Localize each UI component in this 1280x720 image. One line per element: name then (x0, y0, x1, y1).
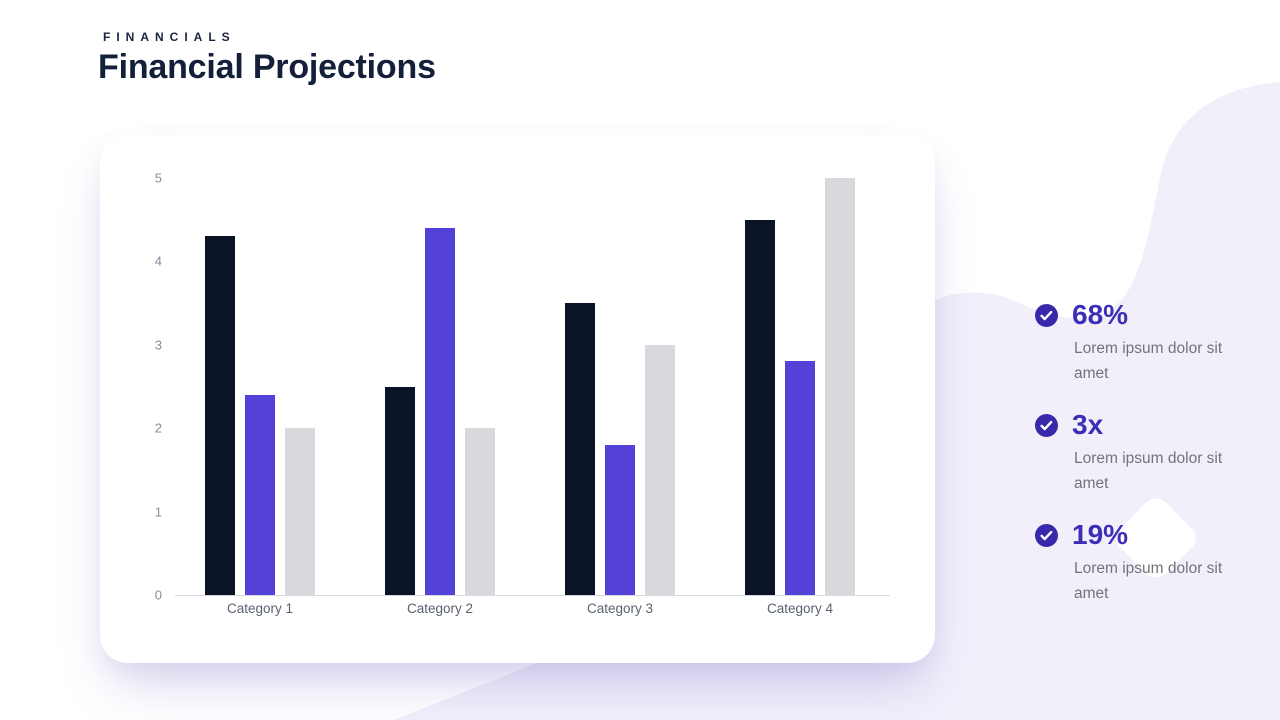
y-tick-label: 4 (154, 253, 162, 269)
stat-value: 19% (1072, 519, 1129, 550)
bar-series-1 (385, 386, 415, 595)
stat-item: 3x Lorem ipsum dolor sit amet (1035, 410, 1235, 496)
y-tick-label: 5 (154, 170, 162, 186)
x-axis: Category 1 Category 2 Category 3 Category 4 (175, 601, 890, 625)
bar-series-2 (785, 361, 815, 595)
bar-series-1 (565, 303, 595, 595)
y-tick-label: 0 (154, 587, 162, 603)
stat-item: 19% Lorem ipsum dolor sit amet (1035, 520, 1235, 606)
stat-header: 3x (1035, 410, 1235, 440)
check-circle-icon (1035, 303, 1058, 327)
bar-series-2 (605, 444, 635, 595)
y-axis: 0 1 2 3 4 5 (130, 172, 162, 602)
page-title: Financial Projections (98, 48, 436, 86)
bar-series-3 (465, 428, 495, 595)
bar-group (205, 178, 315, 595)
bar-group (745, 178, 855, 595)
stat-header: 19% (1035, 520, 1235, 550)
stat-item: 68% Lorem ipsum dolor sit amet (1035, 300, 1235, 386)
stat-description: Lorem ipsum dolor sit amet (1074, 340, 1223, 382)
y-tick-label: 2 (154, 420, 162, 436)
bar-series-1 (745, 219, 775, 595)
stat-description: Lorem ipsum dolor sit amet (1074, 560, 1223, 602)
x-axis-label: Category 4 (766, 601, 834, 616)
bar-series-3 (645, 344, 675, 595)
bar-series-2 (425, 228, 455, 595)
check-circle-icon (1035, 413, 1058, 437)
stat-description: Lorem ipsum dolor sit amet (1074, 450, 1223, 492)
bar-series-1 (205, 236, 235, 595)
y-tick-label: 3 (154, 337, 162, 353)
bar-series-3 (825, 178, 855, 595)
check-circle-icon (1035, 523, 1058, 547)
bar-series-2 (245, 394, 275, 595)
lavender-wave-shape (393, 82, 1280, 720)
white-diamond-shape (1116, 498, 1196, 578)
bar-group (565, 178, 675, 595)
stat-header: 68% (1035, 300, 1235, 330)
bar-series-3 (285, 428, 315, 595)
x-axis-label: Category 1 (226, 601, 294, 616)
section-eyebrow: FINANCIALS (103, 30, 236, 44)
plot-area (175, 178, 890, 596)
stat-value: 68% (1072, 299, 1129, 330)
stat-value: 3x (1072, 409, 1104, 440)
bar-group (385, 178, 495, 595)
x-axis-label: Category 2 (406, 601, 474, 616)
x-axis-label: Category 3 (586, 601, 654, 616)
y-tick-label: 1 (154, 504, 162, 520)
